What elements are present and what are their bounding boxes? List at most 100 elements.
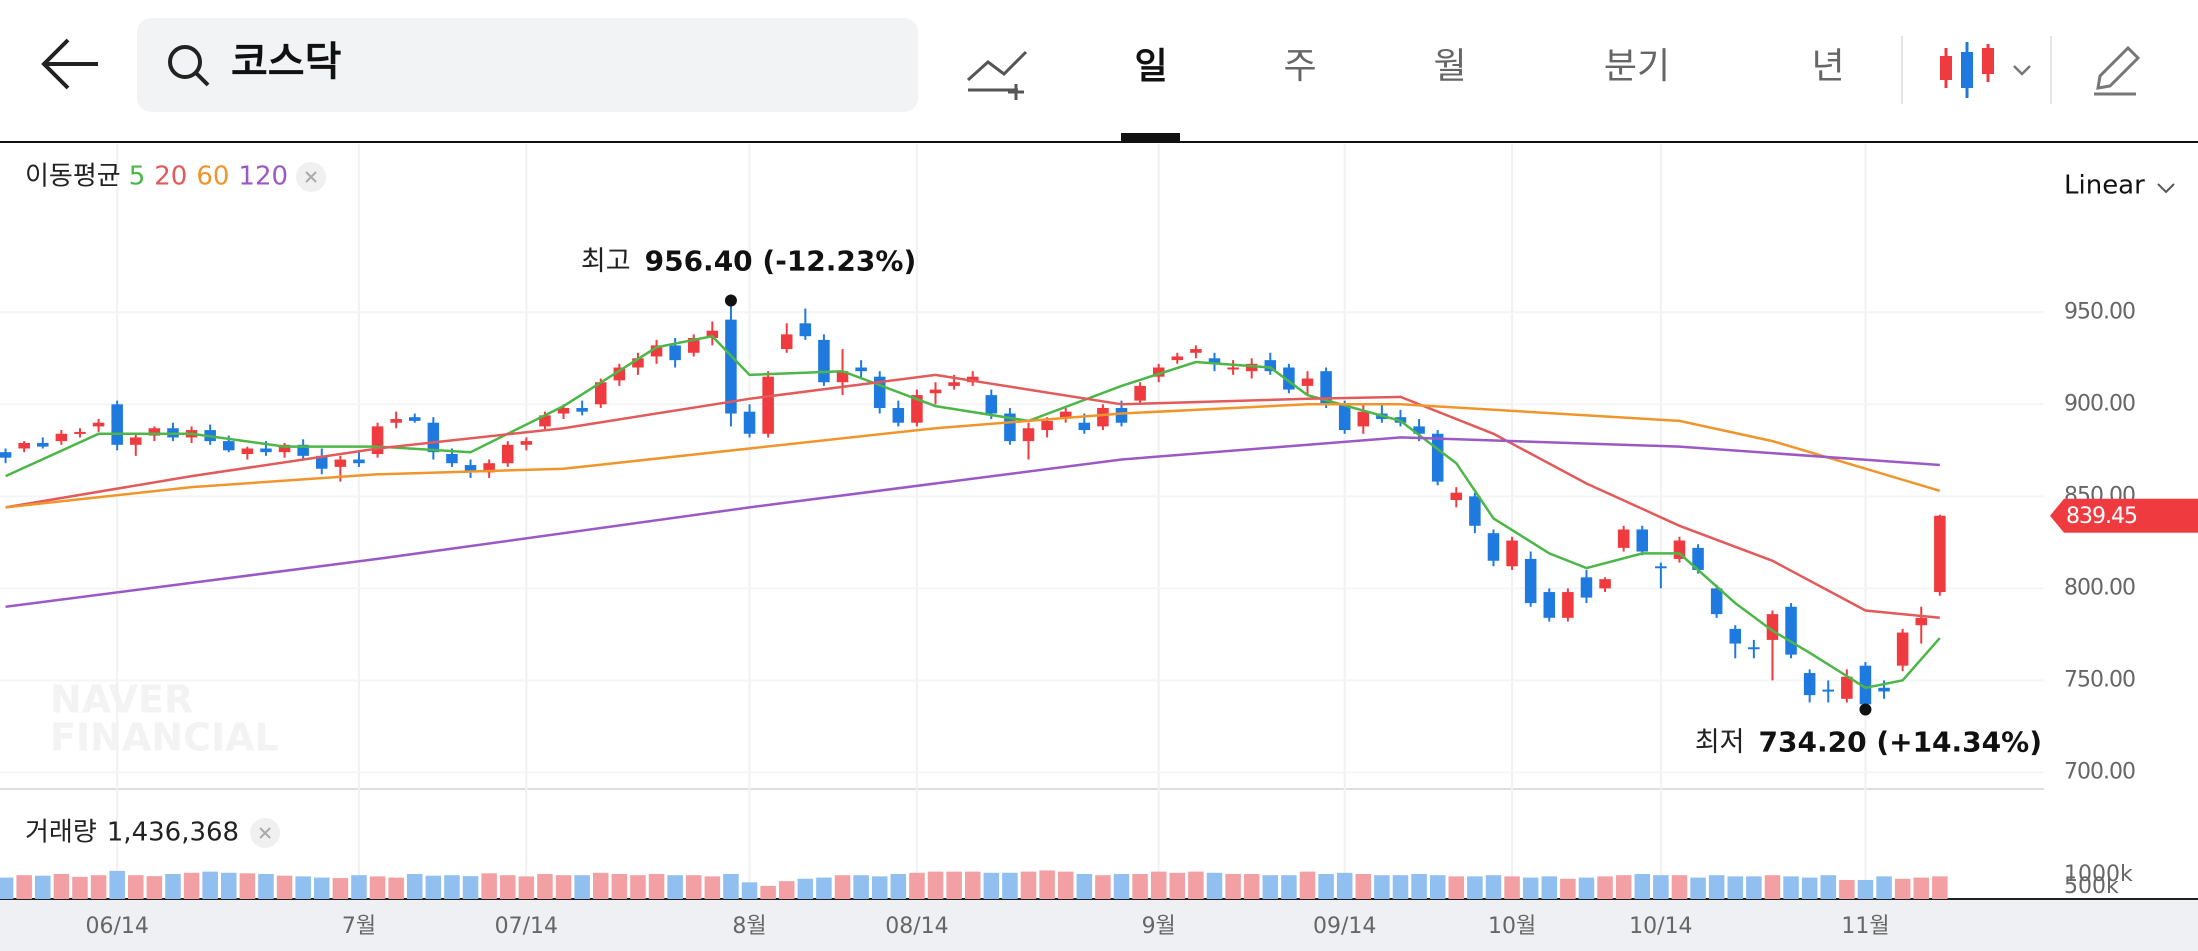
candle-body [1097,407,1109,427]
volume-bar [1113,874,1130,899]
candle-body [539,415,551,427]
volume-bar [1448,876,1465,899]
legend-entry[interactable]: 20 [154,162,187,192]
tab[interactable]: 주 [1283,46,1316,87]
candle-body [725,319,737,414]
candle-body [1152,367,1165,377]
volume-bar [1318,874,1334,899]
candle-body [1636,529,1649,552]
tab[interactable]: 분기 [1604,46,1670,87]
x-tick-label: 8월 [732,914,766,939]
candle-body [911,395,923,423]
legend-entry[interactable]: 120 [238,162,288,192]
volume-bar [964,871,981,899]
tab[interactable]: 월 [1433,46,1466,87]
candle-body [1859,665,1872,705]
scale-chevron[interactable] [2157,183,2175,194]
indicator-button[interactable] [966,50,1028,100]
candle-body [576,407,588,412]
candle-body [1245,363,1258,372]
tab[interactable]: 일 [1134,46,1167,87]
candle-body [0,452,12,458]
candle-body [818,339,830,383]
volume-bar [90,875,107,899]
volume-bar [1857,879,1874,899]
candle-body [1766,614,1779,640]
legend-entry[interactable]: 5 [129,162,146,192]
volume-bar [165,874,181,899]
volume-close[interactable] [259,827,271,839]
volume-bar [723,874,739,899]
candle-body [1841,676,1853,699]
candle-body [501,444,514,464]
x-tick-label: 7월 [342,914,376,939]
candle-body [966,376,979,383]
y-tick-label: 950.00 [2064,299,2135,324]
scale-mode[interactable]: Linear [2064,171,2145,201]
volume-bar [1039,870,1055,899]
candle-body [1729,628,1742,644]
volume-bar [332,878,349,899]
candle-body [1580,577,1593,598]
search-text: 코스닥 [231,39,342,85]
tab-underline [1121,133,1180,141]
volume-tick-label: 1000k [2064,862,2133,887]
candle-body [1320,371,1332,405]
volume-bar [369,876,386,899]
y-tick-label: 800.00 [2064,575,2135,600]
candle-body [427,422,440,453]
candle-body [743,411,756,434]
volume-bar [704,876,721,899]
volume-bar [537,874,553,899]
legend-entry[interactable]: 60 [196,162,229,192]
draw-button[interactable] [2094,45,2141,96]
candle-body [613,367,626,381]
y-tick-label: 750.00 [2064,667,2135,692]
candle-body [650,345,663,357]
candle-body [1599,579,1611,589]
candle-body [1803,673,1816,696]
candle-body [1413,426,1425,434]
volume-bar [592,872,609,899]
candle-body [1655,566,1667,569]
candle-body [1450,492,1463,501]
volume-bar [1913,877,1930,899]
low-marker [1859,703,1872,716]
candle-body [1078,422,1091,431]
candle-body [260,448,272,453]
volume-bar [1876,876,1892,899]
candle-body [780,334,793,350]
volume-bar [1076,874,1093,899]
candle-body [1896,632,1909,666]
candle-body [446,454,458,464]
volume-bar [1615,875,1632,899]
volume-bar [1243,874,1260,899]
candle-body [855,367,867,372]
candle-body [1617,529,1630,548]
candle-body [1822,689,1835,692]
back-button[interactable] [41,38,98,90]
high-marker [724,294,737,307]
candle-body [278,444,291,453]
candle-body [297,444,309,456]
tab[interactable]: 년 [1811,46,1844,87]
volume-bar [1708,875,1725,899]
volume-bar [481,873,497,899]
search-box[interactable] [137,18,918,112]
chart-type-button[interactable] [1940,42,2031,98]
volume-tick-label: 500k [2064,874,2119,899]
candle-body [464,465,477,473]
candle-body [1934,515,1946,593]
legend-close[interactable] [305,171,317,183]
volume-bar [630,875,646,899]
volume-bar [1839,879,1855,899]
volume-bar [778,881,795,899]
volume-bar [1169,872,1186,899]
candle-body [1264,360,1277,372]
candle-body [1301,378,1314,386]
volume-bar [202,871,218,899]
moving-average-line [5,334,1941,690]
candle-body [985,395,998,414]
volume-bar [1690,877,1706,899]
candle-body [1208,358,1221,364]
